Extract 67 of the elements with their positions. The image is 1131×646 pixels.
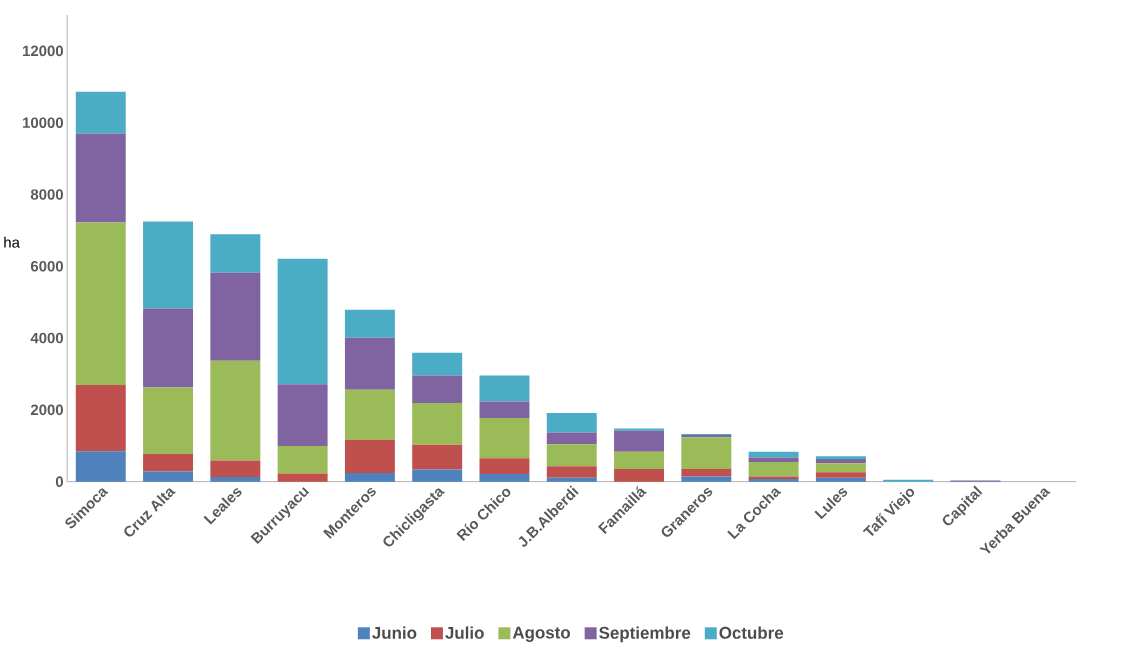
bar <box>277 384 328 447</box>
bar <box>277 258 328 385</box>
bar <box>815 459 866 464</box>
bar <box>75 92 126 134</box>
bar <box>748 462 799 477</box>
bar <box>815 472 866 478</box>
bar <box>748 452 799 458</box>
legend-label: Julio <box>445 626 484 640</box>
bar <box>546 413 597 433</box>
y-tick-label: 4000 <box>30 333 63 344</box>
bar <box>479 458 530 475</box>
bar <box>546 432 597 445</box>
y-tick-label: 0 <box>55 476 63 488</box>
bar <box>344 389 395 440</box>
y-tick-label: 10000 <box>23 117 63 129</box>
y-tick-label: 2000 <box>30 404 63 416</box>
bar <box>143 454 194 472</box>
bar <box>479 375 530 402</box>
legend-label: Junio <box>372 626 417 640</box>
bar <box>143 308 194 388</box>
bar <box>75 385 126 452</box>
bar <box>815 463 866 473</box>
bar <box>479 474 530 482</box>
bar <box>75 222 126 386</box>
legend-label: Octubre <box>719 626 784 640</box>
bar <box>479 418 530 459</box>
bar <box>277 473 328 482</box>
bar <box>546 477 597 482</box>
bar <box>344 309 395 338</box>
bar <box>546 466 597 478</box>
bar <box>344 337 395 390</box>
bar <box>412 403 463 445</box>
bar <box>681 476 732 482</box>
bar <box>614 452 665 470</box>
bar <box>277 446 328 474</box>
y-tick-label: 12000 <box>23 45 63 57</box>
bar <box>681 469 732 477</box>
bar <box>614 430 665 453</box>
bar <box>479 401 530 419</box>
bar <box>412 353 463 376</box>
y-tick-label: 8000 <box>30 189 63 200</box>
bar <box>210 477 261 482</box>
bar <box>75 451 126 482</box>
bar <box>412 444 463 470</box>
y-tick-label: 6000 <box>30 261 63 272</box>
bar <box>143 471 194 482</box>
legend-label: Agosto <box>512 626 571 643</box>
bar <box>143 387 194 455</box>
bar <box>815 477 866 482</box>
bar <box>412 469 463 482</box>
bar <box>143 221 194 309</box>
bar <box>412 375 463 404</box>
bar <box>344 439 395 474</box>
bar <box>75 133 126 223</box>
bar <box>344 473 395 482</box>
bar <box>681 437 732 470</box>
bar <box>546 444 597 467</box>
bar <box>748 457 799 463</box>
bar <box>210 460 261 478</box>
bar <box>210 360 261 461</box>
legend-label: Septiembre <box>599 626 691 643</box>
bar <box>614 428 665 431</box>
bar <box>614 469 665 482</box>
bar <box>815 456 866 460</box>
bar <box>210 272 261 361</box>
bar <box>210 234 261 273</box>
y-axis-title: ha <box>4 237 20 248</box>
